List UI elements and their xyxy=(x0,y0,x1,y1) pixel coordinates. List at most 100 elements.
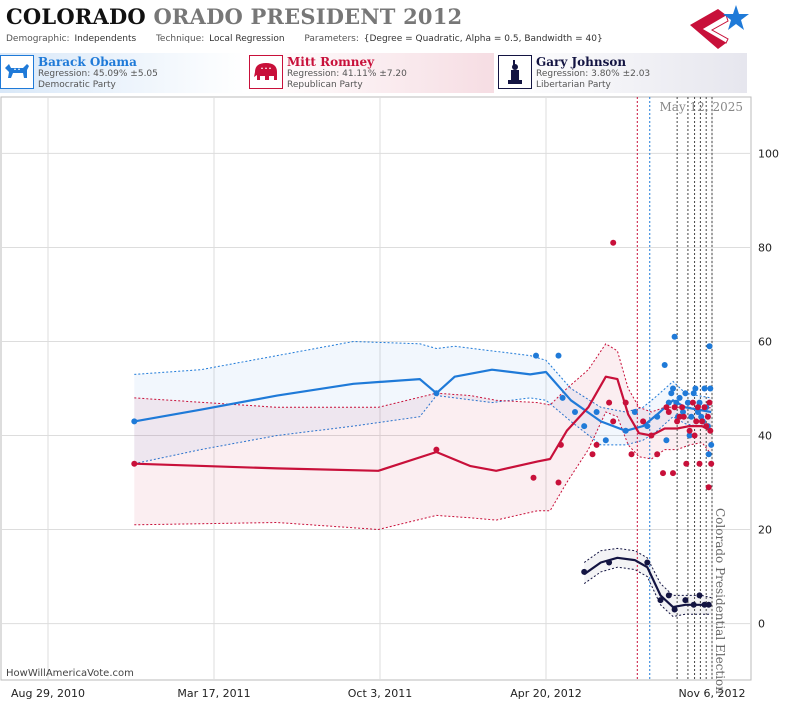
poll-point xyxy=(679,404,686,411)
demographic-label: Demographic: xyxy=(6,34,70,44)
parameters-label: Parameters: xyxy=(304,34,359,44)
poll-point xyxy=(670,470,676,477)
candidate-regression: Regression: 41.11% ±7.20 xyxy=(287,69,407,79)
poll-point xyxy=(622,427,629,434)
poll-point xyxy=(593,441,600,448)
poll-point xyxy=(131,418,138,425)
poll-point xyxy=(657,597,664,604)
confidence-band xyxy=(134,341,712,464)
poll-point xyxy=(696,460,703,467)
poll-point xyxy=(682,390,689,397)
election-label: Colorado Presidential Election xyxy=(713,508,727,694)
x-tick-label: Apr 20, 2012 xyxy=(510,687,582,700)
poll-point xyxy=(589,451,596,458)
x-tick-label: Oct 3, 2011 xyxy=(348,687,413,700)
poll-point xyxy=(572,409,578,415)
poll-point xyxy=(581,568,588,575)
poll-point xyxy=(654,413,661,420)
poll-point xyxy=(692,385,699,392)
poll-point xyxy=(694,409,701,415)
poll-point xyxy=(593,409,600,415)
poll-point xyxy=(661,362,668,368)
candidate-party: Libertarian Party xyxy=(536,80,611,90)
confidence-band xyxy=(134,343,712,530)
poll-point xyxy=(706,399,713,406)
lower-bound-line xyxy=(583,566,712,618)
poll-point xyxy=(674,418,681,425)
poll-point xyxy=(691,432,698,439)
x-tick-label: Nov 6, 2012 xyxy=(679,687,746,700)
y-tick-label: 0 xyxy=(758,618,765,631)
poll-point xyxy=(671,404,678,411)
candidate-legend: Barack Obama Regression: 45.09% ±5.05 De… xyxy=(0,53,789,93)
poll-point xyxy=(663,437,670,444)
poll-point xyxy=(690,390,697,397)
legend-item-romney: Mitt Romney Regression: 41.11% ±7.20 Rep… xyxy=(249,53,494,93)
poll-point xyxy=(693,418,700,425)
poll-point xyxy=(684,399,691,406)
poll-point xyxy=(703,423,710,430)
technique-label: Technique: xyxy=(155,34,205,44)
poll-point xyxy=(663,404,670,411)
y-tick-label: 80 xyxy=(758,241,772,254)
candidate-name: Barack Obama xyxy=(38,55,137,69)
candidate-name: Gary Johnson xyxy=(536,55,627,69)
poll-point xyxy=(707,427,714,434)
site-logo xyxy=(690,5,749,49)
poll-point xyxy=(705,484,712,491)
poll-point xyxy=(555,352,562,359)
poll-point xyxy=(689,399,696,406)
chart-parameters: Demographic: Independents Technique: Loc… xyxy=(6,34,605,44)
poll-point xyxy=(707,385,714,392)
poll-point xyxy=(557,441,564,448)
y-tick-label: 40 xyxy=(758,430,772,443)
poll-point xyxy=(671,606,678,613)
poll-point xyxy=(631,409,638,415)
regression-line xyxy=(134,375,712,472)
technique-value: Local Regression xyxy=(209,34,285,44)
poll-point xyxy=(559,394,566,401)
chart-title: COLORADO ORADO PRESIDENT 2012 xyxy=(6,4,462,29)
poll-point xyxy=(665,399,672,406)
poll-point xyxy=(704,413,711,420)
poll-point xyxy=(671,333,678,340)
demographic-value: Independents xyxy=(74,34,137,44)
poll-point xyxy=(694,404,701,411)
poll-point xyxy=(665,409,672,415)
poll-point xyxy=(648,432,655,439)
current-date-label: May 12, 2025 xyxy=(660,100,743,114)
poll-point xyxy=(676,394,683,401)
legend-item-obama: Barack Obama Regression: 45.09% ±5.05 De… xyxy=(0,53,245,93)
poll-point xyxy=(683,460,690,467)
poll-point xyxy=(628,451,635,458)
confidence-band xyxy=(584,548,712,617)
poll-point xyxy=(610,239,617,246)
poll-point xyxy=(698,413,705,420)
poll-point xyxy=(533,352,539,359)
poll-point xyxy=(131,460,138,467)
title-bar: COLORADO ORADO PRESIDENT 2012 Demographi… xyxy=(0,0,789,52)
poll-point xyxy=(688,413,695,420)
candidate-party: Democratic Party xyxy=(38,80,116,90)
poll-points xyxy=(131,239,715,613)
y-tick-label: 100 xyxy=(758,147,779,160)
poll-point xyxy=(660,470,666,477)
poll-point xyxy=(581,423,588,430)
poll-point xyxy=(701,601,708,608)
candidate-regression: Regression: 45.09% ±5.05 xyxy=(38,69,158,79)
title-state: COLORADO xyxy=(6,4,146,29)
poll-point xyxy=(705,601,712,608)
y-tick-label: 20 xyxy=(758,524,772,537)
poll-point xyxy=(606,399,613,406)
poll-point xyxy=(610,418,617,425)
chart-area: Aug 29, 2010 Mar 17, 2011 Oct 3, 2011 Apr 2… xyxy=(0,96,779,700)
poll-point xyxy=(673,399,680,406)
poll-point xyxy=(696,399,703,406)
poll-point xyxy=(690,601,697,608)
source-credit: HowWillAmericaVote.com xyxy=(6,668,134,679)
candidate-name: Mitt Romney xyxy=(287,55,375,69)
candidate-regression: Regression: 3.80% ±2.03 xyxy=(536,69,651,79)
y-tick-label: 60 xyxy=(758,335,772,348)
poll-point xyxy=(705,451,712,458)
x-tick-label: Aug 29, 2010 xyxy=(11,687,85,700)
